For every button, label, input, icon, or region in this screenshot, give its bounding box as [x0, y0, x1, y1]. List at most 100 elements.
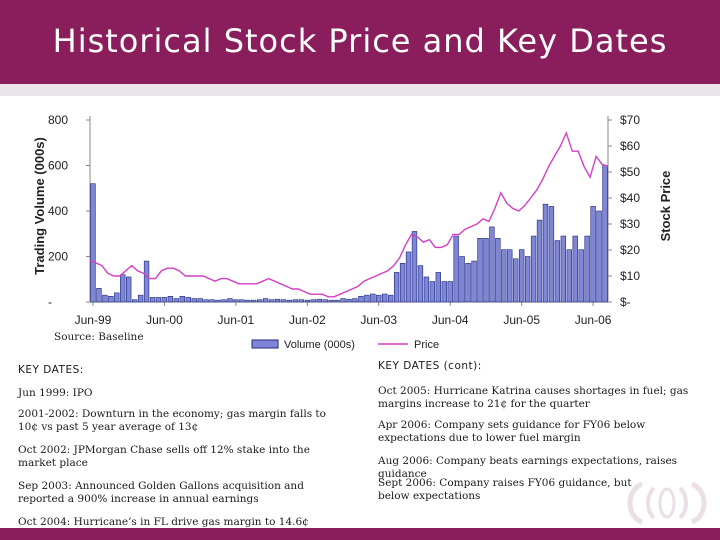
- volume-bar: [340, 298, 346, 303]
- volume-bar: [572, 235, 578, 303]
- key-date-item: Oct 2005: Hurricane Katrina causes short…: [378, 385, 689, 410]
- volume-bar: [560, 235, 567, 303]
- title-bar: Historical Stock Price and Key Dates: [0, 0, 720, 84]
- volume-bar: [596, 210, 602, 303]
- volume-bar: [435, 272, 441, 303]
- volume-bar: [405, 251, 412, 303]
- volume-bar: [137, 294, 144, 303]
- x-tick-label: Jun-06: [575, 313, 612, 327]
- volume-bar: [322, 299, 328, 303]
- volume-bar: [423, 276, 430, 303]
- left-tick-label: 600: [48, 159, 68, 173]
- volume-bar: [459, 256, 465, 303]
- left-tick-label: 200: [48, 250, 68, 264]
- volume-bar: [239, 299, 245, 303]
- volume-bar: [536, 219, 543, 303]
- volume-bar: [185, 297, 191, 303]
- volume-bar: [167, 296, 174, 303]
- volume-bar: [310, 299, 316, 303]
- volume-bar: [197, 298, 203, 303]
- x-tick-label: Jun-00: [146, 313, 183, 327]
- legend-volume-swatch: [251, 339, 279, 349]
- volume-bar: [578, 249, 584, 303]
- volume-bar: [262, 298, 269, 303]
- volume-bar: [215, 299, 221, 303]
- volume-bar: [203, 299, 209, 303]
- volume-bar: [114, 292, 120, 303]
- volume-bar: [513, 258, 519, 303]
- right-tick-label: $70: [620, 113, 640, 127]
- right-tick-label: $20: [620, 243, 640, 257]
- volume-bar: [274, 298, 281, 303]
- volume-bar: [465, 263, 471, 303]
- volume-bar: [566, 249, 572, 303]
- right-tick-label: $60: [620, 139, 640, 153]
- volume-bar: [358, 296, 364, 303]
- volume-bar: [292, 299, 299, 303]
- volume-bar: [554, 240, 561, 303]
- volume-bar: [429, 281, 436, 303]
- key-dates-cont-heading: KEY DATES (cont):: [378, 360, 482, 372]
- volume-bar: [328, 299, 334, 303]
- volume-bar: [495, 238, 501, 303]
- volume-bar: [155, 297, 162, 303]
- volume-bar: [120, 274, 126, 303]
- volume-bar: [590, 206, 596, 303]
- volume-bar: [161, 297, 168, 303]
- x-tick-label: Jun-04: [432, 313, 469, 327]
- volume-bar: [251, 299, 257, 303]
- x-tick-label: Jun-99: [75, 313, 112, 327]
- footer-bar: [0, 528, 720, 540]
- key-date-item: Sep 2003: Announced Golden Gallons acqui…: [18, 480, 304, 505]
- volume-bar: [298, 299, 305, 303]
- right-tick-label: $50: [620, 165, 640, 179]
- x-tick-label: Jun-01: [218, 313, 255, 327]
- volume-bar: [209, 299, 215, 303]
- header-band: [0, 84, 720, 96]
- volume-bar: [411, 231, 418, 303]
- volume-bar: [352, 298, 358, 303]
- volume-bar: [548, 206, 555, 303]
- volume-bar: [268, 299, 275, 303]
- volume-bar: [280, 299, 287, 303]
- key-date-item: Oct 2004: Hurricane’s in FL drive gas ma…: [18, 516, 309, 528]
- right-tick-label: $40: [620, 191, 640, 205]
- left-tick-label: 400: [48, 204, 68, 218]
- volume-bar: [221, 299, 227, 303]
- company-logo: [627, 481, 707, 525]
- left-tick-label: -: [48, 295, 52, 309]
- volume-bar: [370, 293, 376, 303]
- volume-bar: [441, 281, 447, 303]
- volume-bar: [227, 298, 233, 303]
- volume-bar: [393, 272, 400, 303]
- key-date-item: Sept 2006: Company raises FY06 guidance,…: [378, 477, 632, 502]
- left-tick-label: 800: [48, 113, 68, 127]
- volume-bar: [542, 203, 549, 303]
- volume-bar: [489, 226, 495, 303]
- volume-bar: [388, 294, 394, 303]
- key-date-item: 2001-2002: Downturn in the economy; gas …: [18, 408, 326, 433]
- volume-bar: [257, 299, 263, 303]
- volume-bar: [602, 165, 608, 303]
- volume-bar: [179, 296, 185, 303]
- source-note: Source: Baseline: [54, 331, 144, 343]
- volume-bar: [477, 238, 483, 303]
- volume-bar: [382, 293, 388, 303]
- volume-bar: [524, 256, 531, 303]
- x-tick-label: Jun-03: [360, 313, 397, 327]
- key-date-item: Oct 2002: JPMorgan Chase sells off 12% s…: [18, 444, 310, 469]
- price-line: [89, 131, 609, 298]
- volume-bar: [399, 263, 406, 303]
- volume-bar: [530, 235, 537, 303]
- volume-bar: [245, 299, 251, 303]
- legend: Volume (000s) Price: [251, 339, 439, 351]
- right-tick-label: $10: [620, 269, 640, 283]
- volume-bar: [346, 298, 352, 303]
- volume-bar: [304, 299, 310, 303]
- key-dates-heading: KEY DATES:: [18, 364, 84, 376]
- volume-bar: [149, 297, 156, 303]
- stock-volume-chart: 800 600 400 200 - $70 $60 $50 $40 $30 $20 $10 $- Jun-…: [32, 113, 673, 351]
- volume-bar: [173, 298, 180, 303]
- volume-bar: [483, 238, 489, 303]
- volume-bar: [447, 281, 453, 303]
